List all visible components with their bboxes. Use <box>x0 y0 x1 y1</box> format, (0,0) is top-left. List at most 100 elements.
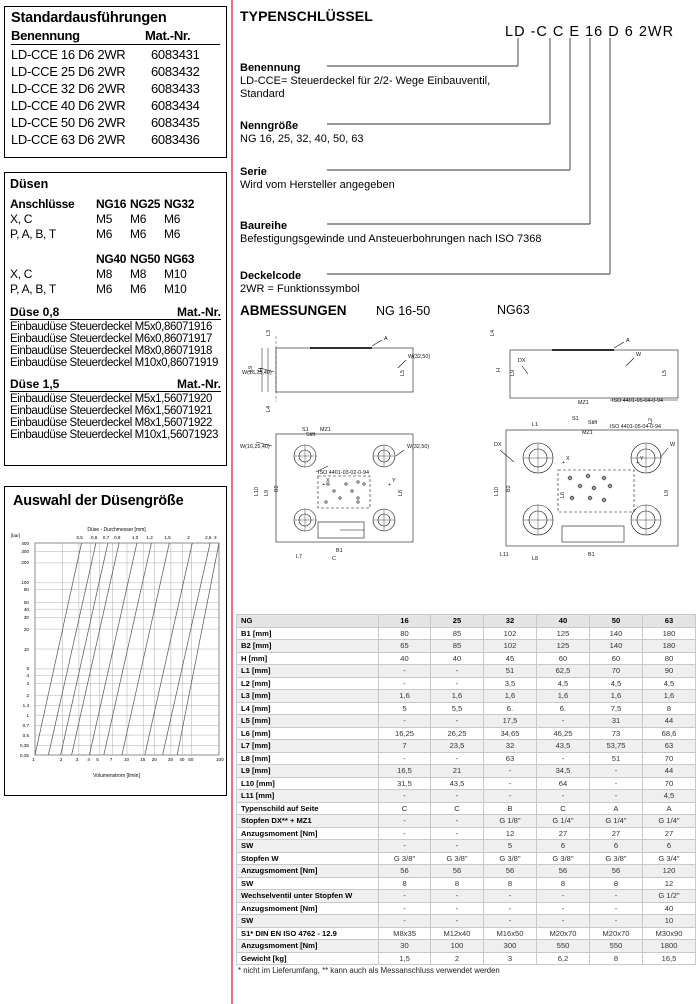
svg-text:L6: L6 <box>560 492 566 498</box>
duese-15-title: Düse 1,5 <box>10 377 60 391</box>
svg-text:B1: B1 <box>336 548 343 554</box>
nozzle-size-header: NG25 <box>130 197 161 211</box>
dim-row-value: 85 <box>429 639 484 653</box>
svg-text:W(16,25,40): W(16,25,40) <box>242 370 272 376</box>
nozzle-section-2-header: Düse 1,5 Mat.-Nr. <box>10 377 221 392</box>
dimensions-title: ABMESSUNGEN <box>240 303 347 318</box>
dim-row-value: 8 <box>588 876 643 890</box>
dim-row-value: 21 <box>429 764 484 778</box>
nozzle-item-matnr: 6071916 <box>169 321 212 333</box>
type-key-desc: NG 16, 25, 32, 40, 50, 63 <box>240 133 364 145</box>
nozzle-item-name: Einbaudüse Steuerdeckel M10x1,5 <box>10 429 176 441</box>
svg-text:L3: L3 <box>266 330 272 336</box>
nozzle-item-matnr: 6071920 <box>169 393 212 405</box>
dim-row-value: 56 <box>429 864 484 878</box>
svg-text:MZ1: MZ1 <box>578 400 589 406</box>
dim-row-value: - <box>482 914 537 928</box>
dim-row-value: 16,25 <box>378 726 431 740</box>
dimension-table-row: L6 [mm] 16,25 26,25 34,65 46,25 73 68,6 <box>235 726 697 740</box>
dim-row-value: M30x90 <box>641 926 697 940</box>
nozzle-item-name: Einbaudüse Steuerdeckel M6x1,5 <box>10 405 170 417</box>
nozzle-size-header: NG40 <box>96 252 127 266</box>
dim-row-value: 1,6 <box>378 689 431 703</box>
chart-x-tick: 15 <box>140 757 146 762</box>
version-name: LD-CCE 16 D6 2WR <box>11 47 126 62</box>
dim-row-label: H [mm] <box>235 651 380 665</box>
chart-title: Auswahl der Düsengröße <box>13 493 184 509</box>
dim-row-value: 40 <box>641 901 697 915</box>
chart-y-tick: 400 <box>21 540 29 546</box>
dim-row-value: 80 <box>641 651 697 665</box>
dim-row-value: - <box>378 914 431 928</box>
dim-row-value: 80 <box>378 626 431 640</box>
nozzle-port: P, A, B, T <box>10 227 56 241</box>
svg-text:S1: S1 <box>572 416 579 422</box>
dim-row-value: - <box>535 714 590 728</box>
type-code: LD -C C E 16 D 6 2WR <box>505 24 675 40</box>
dim-row-value: 140 <box>588 639 643 653</box>
nozzle-group-header: NG40 NG50 NG63 <box>5 252 226 267</box>
nozzle-thread: M10 <box>164 282 187 296</box>
standard-versions-box: Standardausführungen Benennung Mat.-Nr. … <box>4 6 227 158</box>
type-key-entry: Deckelcode 2WR = Funktionssymbol <box>240 270 360 296</box>
chart-x-tick: 4 <box>87 757 90 762</box>
nozzle-thread: M6 <box>96 227 113 241</box>
nozzle-item-name: Einbaudüse Steuerdeckel M6x0,8 <box>10 333 170 345</box>
dim-row-value: - <box>588 776 643 790</box>
chart-x-tick: 7 <box>109 757 113 762</box>
dim-row-value: M8x35 <box>378 926 431 940</box>
chart-top-tick: 0,7 <box>102 535 110 540</box>
dim-row-value: - <box>429 814 484 828</box>
svg-text:ISO 4401-03-02-0-94: ISO 4401-03-02-0-94 <box>318 470 369 476</box>
dim-row-value: 46,25 <box>535 726 590 740</box>
nozzle-thread: M6 <box>96 282 113 296</box>
svg-text:L10: L10 <box>494 487 500 496</box>
dim-row-value: 43,5 <box>535 739 590 753</box>
nozzle-group-label <box>10 252 96 266</box>
dim-row-value: - <box>378 826 431 840</box>
dim-row-value: - <box>482 776 537 790</box>
standard-version-row: LD-CCE 16 D6 2WR 6083431 <box>5 46 226 63</box>
nozzle-connections-group-1: Anschlüsse NG16 NG25 NG32 X, C M5 M6 M6 P, A, B,… <box>5 197 226 242</box>
chart-x-tick: 50 <box>188 757 194 762</box>
dim-row-value: 44 <box>641 714 697 728</box>
version-matnr: 6083433 <box>151 81 200 96</box>
svg-text:L2: L2 <box>648 418 654 424</box>
nozzle-row: P, A, B, T M6 M6 M10 <box>5 282 226 297</box>
dim-row-value: 85 <box>429 626 484 640</box>
nozzle-item-matnr: 6071922 <box>169 417 212 429</box>
dim-row-value: - <box>482 901 537 915</box>
dim-row-value: 64 <box>535 776 590 790</box>
dim-row-value: 102 <box>482 639 537 653</box>
chart-x-tick: 30 <box>167 757 174 762</box>
dim-row-label: L9 [mm] <box>235 764 380 778</box>
dim-row-value: M16x50 <box>482 926 537 940</box>
dim-row-value: G 1/4" <box>588 814 643 828</box>
chart-y-tick: 10 <box>23 646 29 652</box>
svg-text:L1: L1 <box>532 422 538 428</box>
chart-top-tick: 3 <box>214 535 217 540</box>
dim-row-value: 550 <box>588 939 643 953</box>
version-name: LD-CCE 32 D6 2WR <box>11 81 126 96</box>
dim-row-value: 16,5 <box>641 951 697 965</box>
svg-text:MZ1: MZ1 <box>320 427 331 433</box>
dim-row-value: - <box>429 914 484 928</box>
dim-row-label: Typenschild auf Seite <box>235 801 380 815</box>
dim-row-value: 56 <box>588 864 643 878</box>
dim-row-value: 8 <box>641 701 697 715</box>
dim-row-value: 30 <box>378 939 431 953</box>
type-key-entry: Nenngröße NG 16, 25, 32, 40, 50, 63 <box>240 120 364 146</box>
dim-row-value: 32 <box>482 739 537 753</box>
nozzle-item: Einbaudüse Steuerdeckel M5x1,5 6071920 <box>5 393 226 405</box>
type-key-desc: Wird vom Hersteller angegeben <box>240 179 395 191</box>
dim-row-value: 7,5 <box>588 701 643 715</box>
chart-y-tick: 20 <box>23 626 29 632</box>
dim-row-value: 12 <box>641 876 697 890</box>
dim-row-label: B1 [mm] <box>235 626 380 640</box>
dim-row-value: 56 <box>535 864 590 878</box>
dim-row-value: - <box>378 839 431 853</box>
dim-row-label: L1 [mm] <box>235 664 380 678</box>
nozzle-item-matnr: 6071921 <box>169 405 212 417</box>
